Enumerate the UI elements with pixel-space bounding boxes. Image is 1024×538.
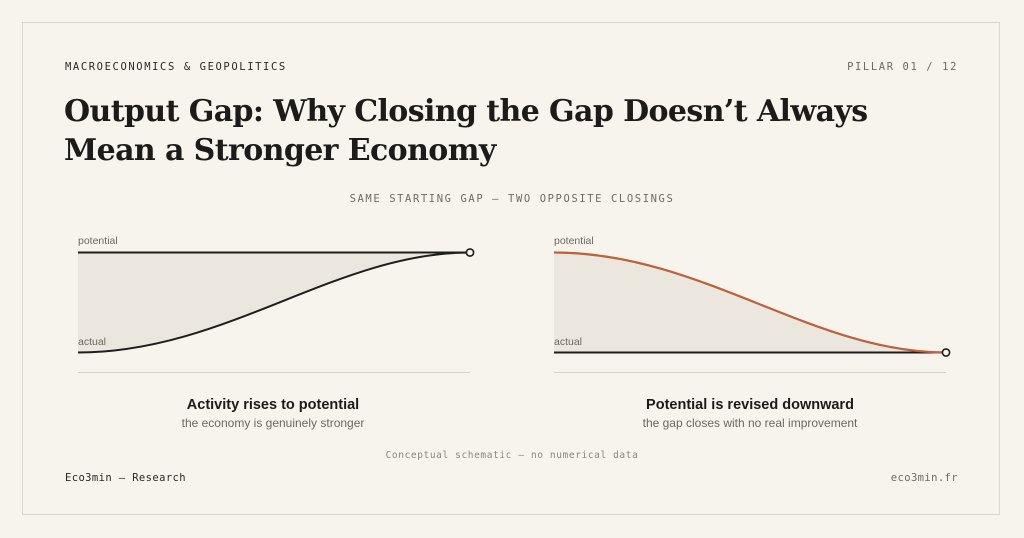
caption-heading: Potential is revised downward [646, 397, 854, 413]
potential-curve [553, 251, 947, 354]
potential-label: potential [554, 235, 594, 247]
meeting-point-marker [465, 248, 475, 257]
potential-label: potential [78, 235, 118, 247]
actual-curve [77, 251, 471, 354]
card-frame [22, 22, 1000, 515]
panel-potential-revised: potential actual [552, 228, 962, 378]
gap-area [554, 252, 946, 353]
caption-subheading: the gap closes with no real improvement [642, 416, 858, 430]
diagram-activity-rises: potential actual [77, 235, 475, 373]
caption-heading: Activity rises to potential [186, 397, 360, 413]
footer-brand: Eco3min — Research [65, 472, 186, 484]
category-kicker: MACROECONOMICS & GEOPOLITICS [65, 61, 287, 73]
meeting-point-marker [941, 348, 951, 357]
caption-activity-rises: Activity rises to potential the economy … [73, 396, 473, 431]
caption-subheading: the economy is genuinely stronger [181, 416, 365, 430]
actual-label: actual [78, 336, 106, 348]
diagram-subtitle: SAME STARTING GAP — TWO OPPOSITE CLOSING… [349, 193, 675, 205]
page-title: Output Gap: Why Closing the Gap Doesn’t … [64, 94, 868, 168]
caption-potential-revised: Potential is revised downward the gap cl… [550, 396, 950, 431]
footer-site: eco3min.fr [890, 472, 958, 484]
schematic-note: Conceptual schematic — no numerical data [385, 450, 639, 461]
actual-label: actual [554, 336, 582, 348]
gap-area [78, 252, 470, 353]
diagram-potential-revised: potential actual [553, 235, 951, 373]
pillar-counter: PILLAR 01 / 12 [847, 61, 958, 73]
panel-activity-rises: potential actual [76, 228, 486, 378]
